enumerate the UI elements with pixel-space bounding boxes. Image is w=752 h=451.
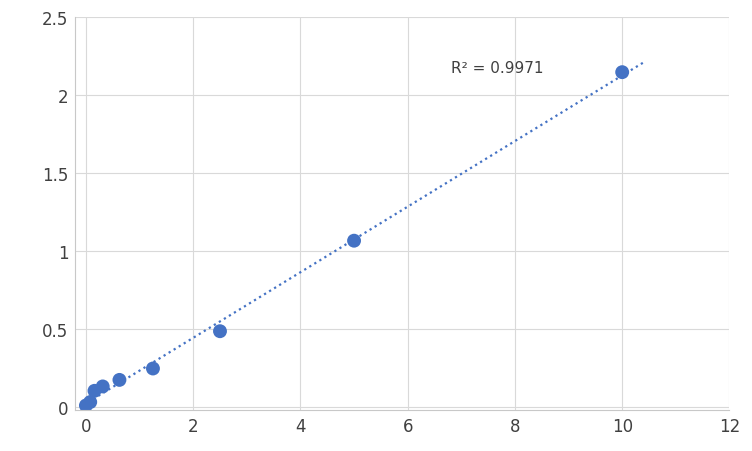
Point — [147, 365, 159, 372]
Point — [214, 328, 226, 335]
Point — [84, 399, 96, 406]
Point — [89, 387, 101, 395]
Text: R² = 0.9971: R² = 0.9971 — [450, 60, 543, 75]
Point — [80, 402, 92, 409]
Point — [616, 69, 628, 77]
Point — [114, 377, 126, 384]
Point — [348, 238, 360, 245]
Point — [97, 383, 109, 390]
